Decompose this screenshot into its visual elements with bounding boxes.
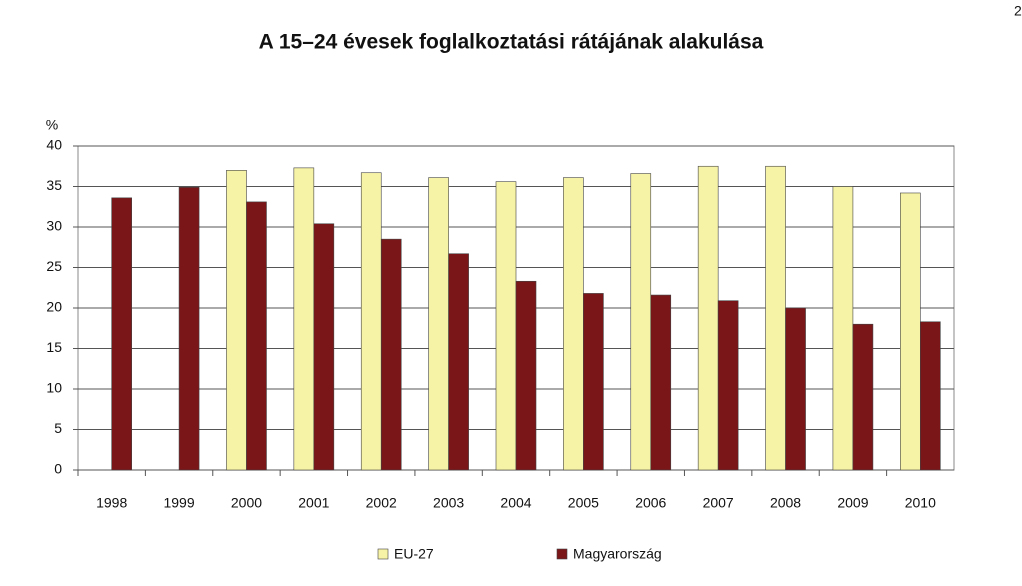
x-tick-label: 2009 [837, 495, 868, 511]
x-tick-label: 2007 [703, 495, 734, 511]
bar [832, 186, 854, 471]
x-tick-label: 2004 [500, 495, 531, 511]
bar [246, 201, 267, 471]
bar [583, 293, 604, 471]
x-tick-label: 1998 [96, 495, 127, 511]
bar [428, 177, 449, 471]
x-tick-label: 2006 [635, 495, 666, 511]
legend-swatch [377, 548, 389, 560]
bar [515, 280, 537, 471]
bar [765, 165, 786, 471]
y-tick-label: 40 [46, 137, 62, 153]
bar [448, 253, 469, 471]
legend-label: Magyarország [573, 546, 662, 562]
y-tick-label: 5 [54, 420, 62, 436]
bar [920, 321, 941, 471]
x-tick-label: 2003 [433, 495, 464, 511]
bar [697, 165, 719, 471]
bar [495, 181, 517, 471]
bar [650, 294, 672, 471]
x-tick-label: 2005 [568, 495, 599, 511]
bar [717, 300, 739, 471]
chart-title: A 15–24 évesek foglalkoztatási rátájának… [259, 31, 764, 54]
x-tick-label: 2010 [905, 495, 936, 511]
y-tick-label: 30 [46, 218, 62, 234]
x-tick-label: 1999 [163, 495, 194, 511]
y-tick-label: 35 [46, 177, 62, 193]
bar [380, 238, 402, 471]
x-tick-label: 2001 [298, 495, 329, 511]
bar [785, 307, 806, 471]
legend-swatch [556, 548, 568, 560]
bar [852, 323, 874, 471]
y-tick-label: 15 [46, 339, 62, 355]
bar [111, 197, 132, 471]
y-axis-label: % [46, 117, 58, 133]
bar [360, 172, 382, 471]
bar [226, 170, 247, 471]
bar [900, 192, 921, 471]
bar [313, 223, 335, 471]
bar [563, 177, 584, 471]
bar [178, 187, 200, 471]
bar [630, 173, 652, 471]
y-tick-label: 10 [46, 380, 62, 396]
bar [293, 167, 315, 471]
page-number: 2 [1014, 3, 1022, 19]
x-tick-label: 2000 [231, 495, 262, 511]
y-tick-label: 20 [46, 299, 62, 315]
legend-label: EU-27 [394, 546, 434, 562]
x-tick-label: 2002 [366, 495, 397, 511]
y-tick-label: 0 [54, 461, 62, 477]
y-tick-label: 25 [46, 258, 62, 274]
x-tick-label: 2008 [770, 495, 801, 511]
